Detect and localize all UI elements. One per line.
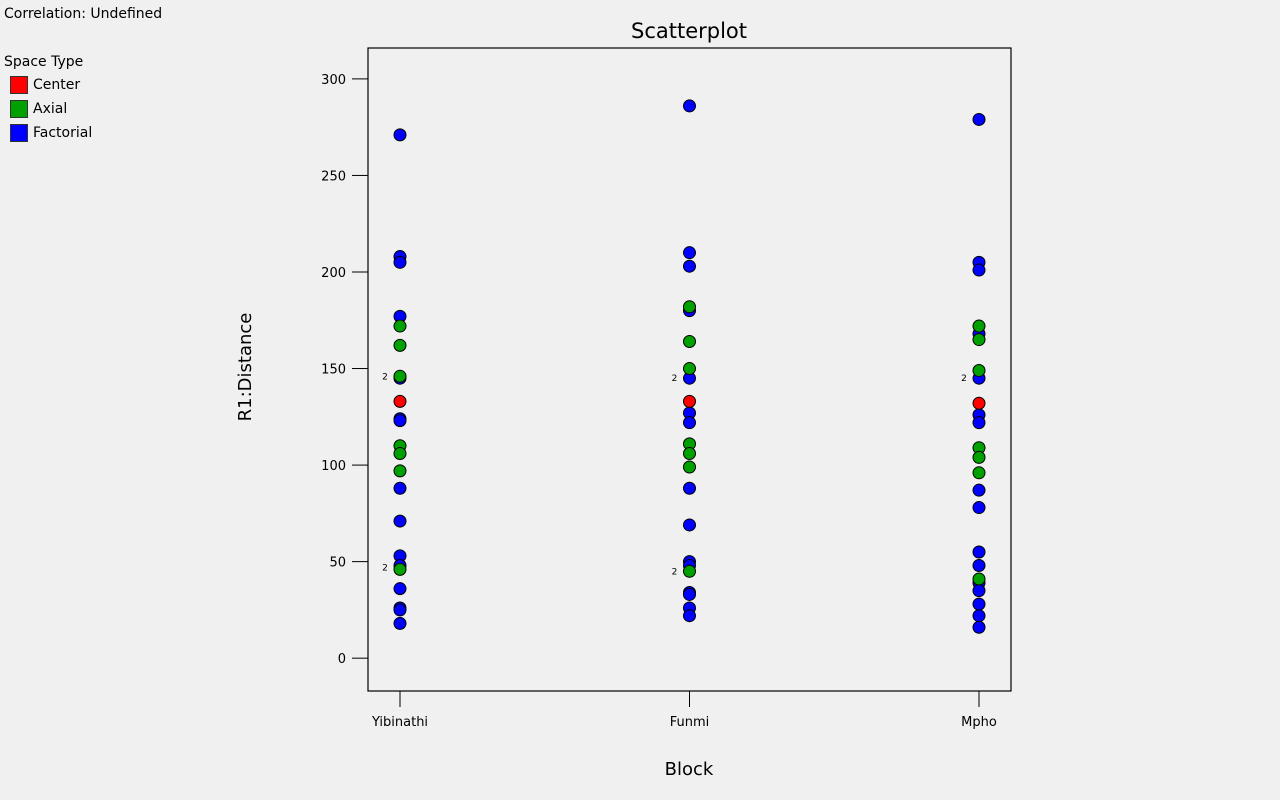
y-tick-label: 150 [321,363,346,378]
x-axis-title: Block [665,759,714,780]
data-point-axial[interactable] [683,446,696,460]
data-point-axial[interactable] [683,564,696,578]
data-point-factorial[interactable] [393,582,407,596]
correlation-label: Correlation: Undefined [4,6,163,22]
data-point-axial[interactable] [683,300,696,314]
data-point-axial[interactable] [972,466,986,480]
data-point-factorial[interactable] [972,558,986,572]
x-tick-label: Yibinathi [371,715,428,730]
data-point-factorial[interactable] [393,514,407,528]
data-point-factorial[interactable] [972,597,986,611]
y-tick-label: 100 [321,459,346,474]
data-point-axial[interactable] [393,319,407,333]
data-point-axial[interactable] [972,450,986,464]
y-tick-label: 50 [329,556,346,571]
y-axis: 0 50 100 150 200 250 300 [321,73,368,667]
y-tick-label: 250 [321,169,346,184]
legend-item-factorial[interactable]: Factorial [4,121,92,145]
data-point-axial[interactable] [393,464,407,478]
y-tick-label: 300 [321,73,346,88]
legend-swatch-center [10,76,28,94]
point-count-annotations: 2 2 2 2 2 [382,372,967,577]
data-point-factorial[interactable] [393,414,407,428]
data-point-factorial[interactable] [972,501,986,515]
data-point-axial[interactable] [972,333,986,347]
data-point-factorial[interactable] [683,609,696,623]
data-point-factorial[interactable] [393,603,407,617]
data-point-factorial[interactable] [972,112,986,126]
data-point-factorial[interactable] [972,609,986,623]
data-point-factorial[interactable] [972,545,986,559]
data-point-factorial[interactable] [972,483,986,497]
data-point-factorial[interactable] [393,128,407,142]
point-count-label: 2 [382,563,388,573]
data-point-axial[interactable] [393,369,407,383]
x-tick-label: Funmi [670,715,710,730]
data-point-factorial[interactable] [683,99,696,113]
legend-swatch-axial [10,100,28,118]
data-point-factorial[interactable] [683,246,696,260]
data-point-factorial[interactable] [972,620,986,634]
data-point-factorial[interactable] [393,616,407,630]
data-point-factorial[interactable] [683,416,696,430]
point-count-label: 2 [672,374,678,384]
data-point-axial[interactable] [683,460,696,474]
data-point-axial[interactable] [683,335,696,349]
data-point-axial[interactable] [393,338,407,352]
data-point-axial[interactable] [393,446,407,460]
data-point-factorial[interactable] [683,259,696,273]
data-point-factorial[interactable] [683,481,696,495]
point-count-label: 2 [672,567,678,577]
x-axis: Yibinathi Funmi Mpho [371,691,997,730]
data-point-axial[interactable] [972,319,986,333]
data-point-factorial[interactable] [393,255,407,269]
data-point-center[interactable] [683,394,696,408]
legend-label-factorial: Factorial [33,125,93,141]
data-point-center[interactable] [972,396,986,410]
data-point-axial[interactable] [393,562,407,576]
legend-label-axial: Axial [33,101,68,117]
chart-title: Scatterplot [631,19,747,43]
x-tick-label: Mpho [961,715,997,730]
legend: Space Type Center Axial Factorial [4,54,92,145]
data-point-factorial[interactable] [683,518,696,532]
point-count-label: 2 [382,372,388,382]
data-point-axial[interactable] [683,362,696,376]
data-point-axial[interactable] [972,572,986,586]
legend-item-axial[interactable]: Axial [4,97,92,121]
legend-label-center: Center [33,77,81,93]
data-point-center[interactable] [393,394,407,408]
data-point-factorial[interactable] [683,587,696,601]
data-point-factorial[interactable] [972,263,986,277]
legend-swatch-factorial [10,124,28,142]
y-axis-title: R1:Distance [235,313,256,422]
y-tick-label: 0 [338,652,346,667]
data-points [393,99,986,634]
data-point-factorial[interactable] [393,481,407,495]
data-point-factorial[interactable] [972,584,986,598]
data-point-factorial[interactable] [972,416,986,430]
data-point-axial[interactable] [972,363,986,377]
point-count-label: 2 [961,374,967,384]
legend-title: Space Type [4,54,84,70]
y-tick-label: 200 [321,266,346,281]
legend-item-center[interactable]: Center [4,73,92,97]
